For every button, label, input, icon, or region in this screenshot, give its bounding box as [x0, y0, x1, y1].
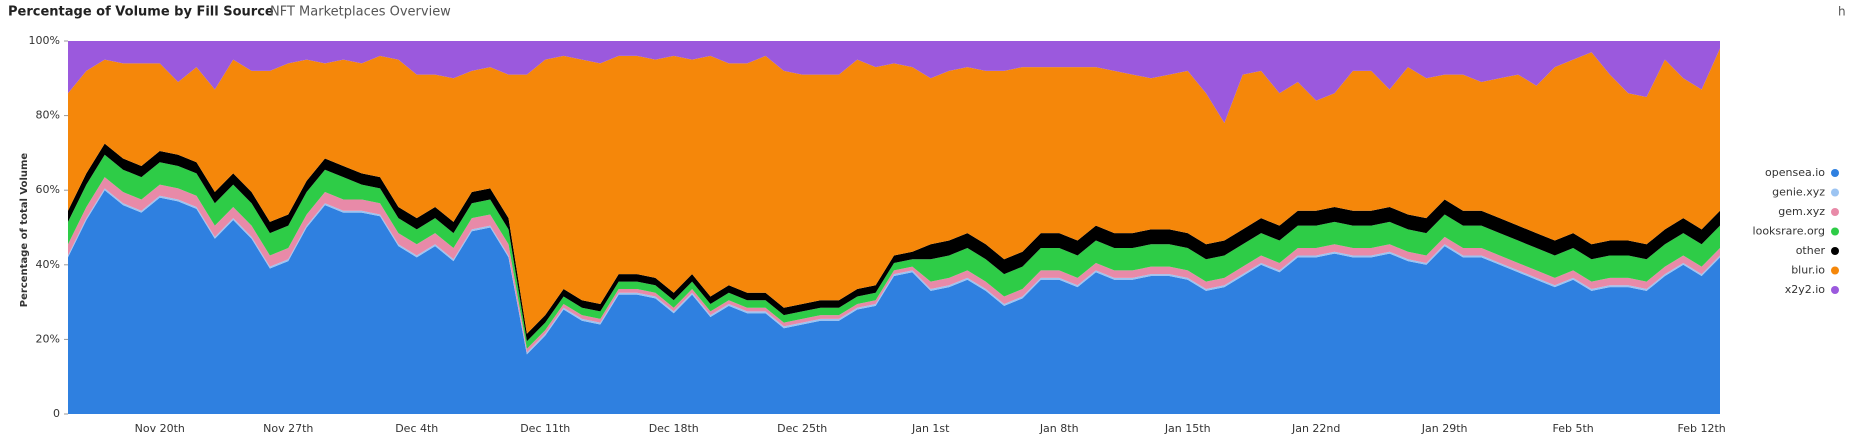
- legend-swatch: [1831, 208, 1839, 216]
- legend-label: genie.xyz: [1772, 186, 1825, 199]
- y-tick-label: 0: [53, 407, 60, 420]
- y-tick-label: 100%: [29, 34, 60, 47]
- x-tick-label: Dec 11th: [520, 422, 570, 435]
- x-tick-label: Jan 29th: [1421, 422, 1468, 435]
- legend-label: looksrare.org: [1753, 225, 1825, 238]
- x-tick-label: Feb 5th: [1553, 422, 1594, 435]
- corner-label: h: [1838, 5, 1846, 19]
- legend-swatch: [1831, 227, 1839, 236]
- area: [68, 143, 1720, 342]
- y-tick-label: 20%: [36, 332, 60, 345]
- area: [68, 177, 1720, 353]
- legend-swatch: [1831, 266, 1839, 275]
- legend-swatch: [1831, 169, 1839, 177]
- x-tick-label: Dec 18th: [649, 422, 699, 435]
- legend-swatch: [1831, 247, 1839, 255]
- y-tick-label: 80%: [36, 109, 60, 122]
- x-tick-label: Jan 1st: [911, 422, 950, 435]
- legend-label: other: [1796, 244, 1826, 257]
- x-tick-label: Dec 4th: [395, 422, 438, 435]
- y-tick-label: 60%: [36, 183, 60, 196]
- legend-label: gem.xyz: [1778, 205, 1825, 218]
- legend-label: x2y2.io: [1785, 283, 1826, 296]
- chart-title: Percentage of Volume by Fill Source: [8, 5, 274, 20]
- legend-label: opensea.io: [1765, 166, 1825, 179]
- area: [68, 41, 1720, 124]
- x-tick-label: Nov 20th: [135, 422, 185, 435]
- area: [68, 48, 1720, 334]
- x-tick-label: Dec 25th: [777, 422, 827, 435]
- y-axis-label: Percentage of total Volume: [19, 153, 30, 308]
- x-tick-label: Jan 15th: [1164, 422, 1211, 435]
- area: [68, 190, 1720, 414]
- legend-swatch: [1831, 286, 1839, 294]
- x-tick-label: Feb 12th: [1678, 422, 1726, 435]
- legend-label: blur.io: [1791, 264, 1825, 277]
- x-tick-label: Nov 27th: [263, 422, 313, 435]
- legend-swatch: [1831, 188, 1839, 197]
- area: [68, 154, 1720, 349]
- y-tick-label: 40%: [36, 258, 60, 271]
- x-tick-label: Jan 8th: [1039, 422, 1079, 435]
- x-tick-label: Jan 22nd: [1291, 422, 1340, 435]
- chart-subtitle: NFT Marketplaces Overview: [270, 5, 451, 20]
